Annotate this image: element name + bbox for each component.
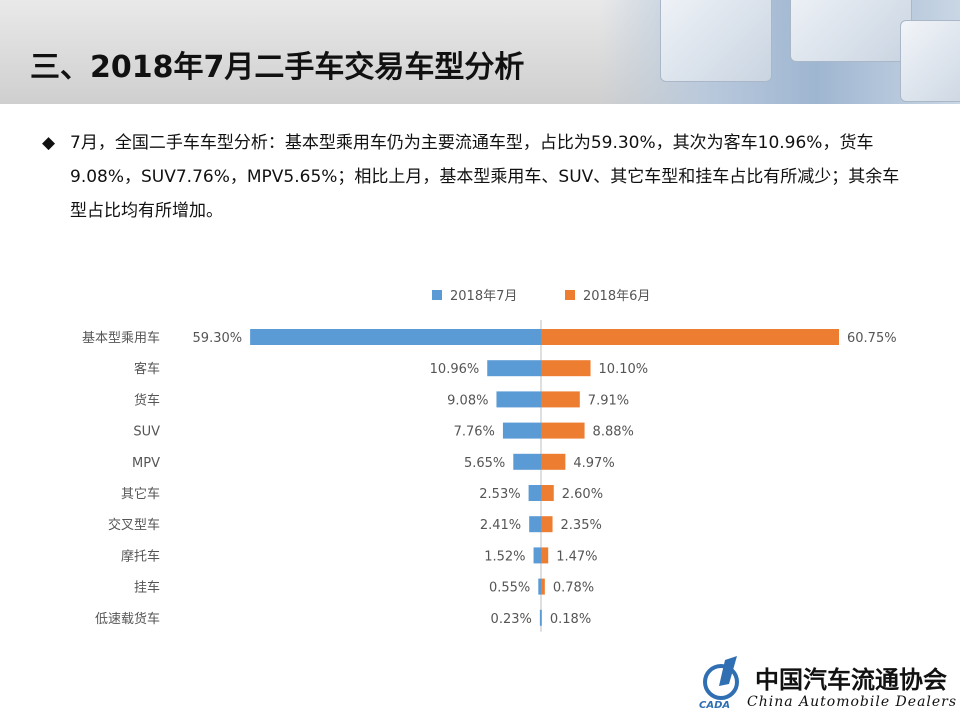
category-label: MPV [132, 456, 160, 471]
data-label-july: 2.41% [480, 518, 521, 533]
logo-english-name: China Automobile Dealers [747, 694, 958, 710]
bar-july [502, 422, 541, 439]
category-label: 交叉型车 [108, 517, 160, 533]
data-label-june: 10.10% [599, 362, 649, 377]
bar-june [541, 516, 553, 533]
category-label: 其它车 [121, 486, 160, 502]
bar-june [541, 578, 545, 595]
bar-july [250, 329, 541, 345]
cube-decoration [900, 20, 960, 102]
bar-july [533, 547, 541, 564]
data-label-june: 2.35% [561, 518, 602, 533]
data-label-june: 8.88% [593, 425, 634, 440]
cube-decoration [660, 0, 772, 82]
bar-june [541, 609, 542, 626]
bar-june [541, 329, 839, 345]
bar-july [513, 453, 541, 470]
legend-label: 2018年6月 [583, 289, 650, 304]
page-title: 三、2018年7月二手车交易车型分析 [30, 50, 525, 85]
category-label: 基本型乘用车 [82, 330, 160, 346]
logo-chinese-name: 中国汽车流通协会 [755, 665, 947, 694]
summary-bullet: ◆ 7月，全国二手车车型分析：基本型乘用车仍为主要流通车型，占比为59.30%，… [42, 126, 902, 228]
header-decoration-image [600, 0, 960, 104]
category-label: SUV [133, 425, 160, 440]
data-label-june: 4.97% [573, 456, 614, 471]
data-label-june: 7.91% [588, 393, 629, 408]
data-label-july: 0.55% [489, 581, 530, 596]
data-label-july: 59.30% [193, 331, 243, 346]
data-label-july: 7.76% [454, 425, 495, 440]
data-label-july: 5.65% [464, 456, 505, 471]
bar-july [528, 485, 541, 501]
slide-header: 三、2018年7月二手车交易车型分析 [0, 0, 960, 104]
bar-july [539, 609, 541, 626]
diamond-bullet-icon: ◆ [42, 133, 56, 153]
bar-june [541, 422, 585, 439]
bar-july [496, 391, 541, 408]
logo-abbr: CADA [699, 700, 730, 711]
category-label: 货车 [134, 392, 160, 408]
cada-logo-icon: CADA [699, 656, 739, 711]
legend-swatch [432, 290, 442, 300]
data-label-july: 2.53% [479, 487, 520, 502]
bar-june [541, 547, 549, 564]
summary-text: 7月，全国二手车车型分析：基本型乘用车仍为主要流通车型，占比为59.30%，其次… [70, 133, 900, 221]
data-label-july: 1.52% [484, 549, 525, 564]
data-label-june: 0.18% [550, 612, 591, 627]
data-label-july: 0.23% [491, 612, 532, 627]
bar-july [487, 360, 541, 377]
legend-swatch [565, 290, 575, 300]
association-logo: CADA 中国汽车流通协会 China Automobile Dealers [695, 652, 958, 716]
bar-june [541, 453, 566, 470]
data-label-july: 9.08% [447, 393, 488, 408]
bar-june [541, 485, 554, 501]
bar-june [541, 360, 591, 377]
data-label-june: 2.60% [562, 487, 603, 502]
data-label-june: 1.47% [556, 549, 597, 564]
data-label-june: 60.75% [847, 331, 897, 346]
legend-label: 2018年7月 [450, 289, 517, 304]
category-label: 客车 [134, 361, 160, 377]
bar-july [529, 516, 541, 533]
cube-decoration [790, 0, 912, 62]
bar-july [538, 578, 541, 595]
category-label: 挂车 [134, 580, 160, 596]
category-label: 低速载货车 [95, 611, 160, 627]
data-label-june: 0.78% [553, 581, 594, 596]
category-label: 摩托车 [121, 548, 160, 564]
data-label-july: 10.96% [430, 362, 480, 377]
bar-june [541, 391, 580, 408]
